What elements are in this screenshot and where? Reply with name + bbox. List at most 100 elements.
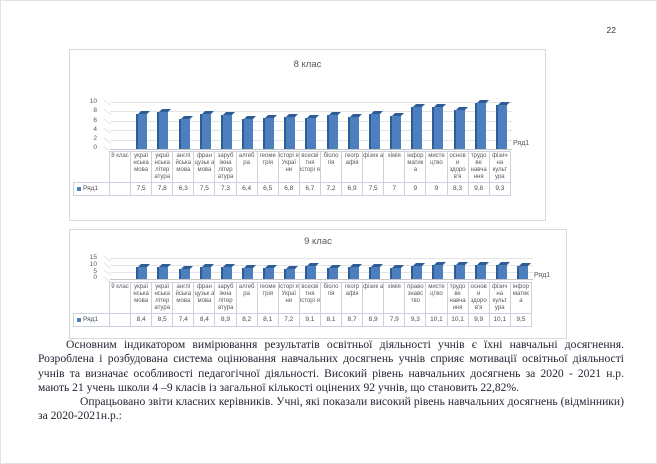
category-header-cell: украї нська мова [130,150,153,184]
bar [305,266,317,279]
bar [157,112,169,149]
category-header-cell: інфор матик а [509,281,533,315]
bar [495,105,507,149]
category-header-cell: право знавс тво [404,281,427,315]
bar [368,267,380,279]
bar [517,266,529,279]
category-header-cell: фізич на культ ура [488,150,512,184]
value-cell: 8,7 [341,313,364,328]
category-header-cell: геогр афія [341,281,364,315]
category-header-cell: хімія [383,281,406,315]
value-cell: 10,1 [488,313,511,328]
series-row-label: Ряд1 [73,313,110,328]
bar [157,267,169,279]
bar-slot [300,102,321,149]
y-tick-label: 0 [93,274,97,282]
paragraph: Опрацьовано звіти класних керівників. Уч… [38,395,624,423]
value-cell: 7,2 [319,182,343,197]
gridline [110,111,512,113]
category-header-cell: англі йська мова [172,281,195,315]
value-cell: 7,2 [277,313,300,328]
bar [453,110,465,149]
bar [474,103,486,149]
category-header-cell: 9 клас [108,281,132,315]
category-header-cell: основ и здоро в'я [467,281,490,315]
bar [199,114,211,149]
bar [284,269,296,279]
bar-slot [343,258,364,279]
bar-slot [152,102,173,149]
bar-slot [237,102,258,149]
bar-slot [322,258,343,279]
y-tick-label: 10 [89,98,97,105]
series-row-label: Ряд1 [73,182,110,197]
value-cell: 6,3 [172,182,195,197]
bar [178,119,190,149]
bar [411,266,423,279]
category-header-cell: мисте цтво [425,150,448,184]
value-cell: 8,5 [151,313,174,328]
bar-slot [491,258,512,279]
chart-8-klas[interactable]: 8 клас 10 8 6 4 2 0 Ряд1 8 клас украї нська мо… [69,49,546,221]
value-cell: 10,1 [446,313,469,328]
plot-area [110,102,512,150]
bar-slot [237,258,258,279]
bar [390,116,402,149]
bar-slot [258,258,279,279]
value-cell: 8,3 [446,182,469,197]
bar-slot [364,258,385,279]
chart-legend: Ряд1 [534,272,551,279]
bar-slot [173,102,194,149]
category-header-cell: біоло гія [319,150,343,184]
bar-slot [385,102,406,149]
category-header-cell: інфор матик а [404,150,427,184]
y-tick-label: 2 [93,135,97,143]
bar-slot [110,258,131,279]
bar [432,265,444,279]
category-header-cell: заруб іжна літер атура [214,281,237,315]
bar-slot [385,258,406,279]
legend-key-swatch [77,317,81,322]
category-header-cell: алгеб ра [235,150,258,184]
y-tick-label: 8 [93,107,97,115]
chart-9-klas[interactable]: 9 клас 15 10 5 0 Ряд1 9 клас украї нська мов… [69,229,567,339]
value-cell: 7,3 [214,182,237,197]
gridline [110,102,512,103]
value-cell: 8,1 [319,313,343,328]
value-cell: 6,7 [298,182,321,197]
bar [136,267,148,279]
category-header-cell: заруб іжна літер атура [214,150,237,184]
chart-legend: Ряд1 [513,140,530,147]
category-header-cell: всесві тня історі я [298,150,321,184]
bar [432,107,444,149]
value-cell: 7,9 [383,313,406,328]
bar-slot [449,102,470,149]
bar [411,107,423,149]
category-header-cell: мисте цтво [425,281,448,315]
bar-slot [343,102,364,149]
value-cell: 8,2 [235,313,258,328]
value-cell [108,182,132,197]
category-header-cell: украї нська літер атура [151,281,174,315]
value-cell: 9,1 [298,313,321,328]
y-tick-label: 6 [93,116,97,124]
category-header-cell: всесві тня історі я [298,281,321,315]
bar [242,119,254,149]
y-axis: 15 10 5 0 [70,254,106,282]
y-tick-label: 5 [93,267,97,275]
bar [263,118,275,149]
value-cell: 7,5 [362,182,385,197]
value-cell: 9 [404,182,427,197]
bar-series [110,102,512,149]
gridline [110,149,512,150]
bar [390,268,402,279]
bar [326,115,338,149]
bar [284,117,296,149]
category-header-cell: трудо ве навча ння [446,281,469,315]
value-cell: 9,3 [404,313,427,328]
value-cell: 9 [425,182,448,197]
chart-data-table: 9 клас украї нська мова украї нська літер … [73,281,533,328]
value-cell: 7 [383,182,406,197]
category-header-cell: фран цузьк а мова [193,281,216,315]
